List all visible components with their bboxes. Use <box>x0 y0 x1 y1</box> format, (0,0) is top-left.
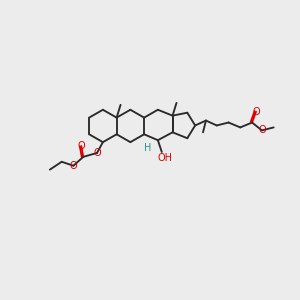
Text: O: O <box>70 161 77 171</box>
Text: H: H <box>144 143 152 153</box>
Text: O: O <box>93 148 101 158</box>
Text: O: O <box>252 107 260 117</box>
Text: OH: OH <box>157 153 172 163</box>
Text: O: O <box>258 125 266 135</box>
Text: O: O <box>77 141 85 151</box>
